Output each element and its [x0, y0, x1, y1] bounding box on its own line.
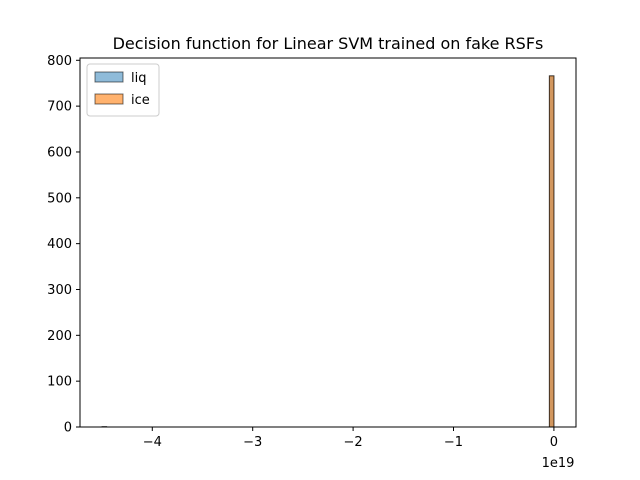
x-tick-label-2: −2: [344, 435, 363, 450]
x-tick-label-4: 0: [550, 435, 558, 450]
legend-swatch-liq: [94, 71, 124, 83]
y-tick-label-7: 700: [47, 100, 72, 115]
chart-title: Decision function for Linear SVM trained…: [113, 34, 544, 53]
y-tick-label-8: 800: [47, 54, 72, 69]
legend: liq ice: [86, 63, 160, 117]
x-tick-label-0: −4: [143, 435, 162, 450]
x-axis-offset-label: 1e19: [542, 456, 575, 471]
y-tick-label-4: 400: [47, 237, 72, 252]
legend-label-liq: liq: [131, 71, 146, 86]
plot-frame: [79, 57, 577, 428]
legend-label-ice: ice: [131, 93, 150, 108]
x-tick-label-1: −3: [243, 435, 262, 450]
x-tick-label-3: −1: [444, 435, 463, 450]
legend-swatch-ice: [94, 93, 124, 105]
axes-layer: −4 −3 −2 −1 0 0 100 200 300 400 500 600 700 800: [47, 54, 577, 450]
y-tick-label-5: 500: [47, 191, 72, 206]
y-tick-label-3: 300: [47, 283, 72, 298]
y-tick-label-1: 100: [47, 375, 72, 390]
y-tick-label-2: 200: [47, 329, 72, 344]
bar-ice-0: [548, 75, 555, 428]
y-tick-label-0: 0: [64, 421, 72, 436]
y-tick-label-6: 600: [47, 145, 72, 160]
